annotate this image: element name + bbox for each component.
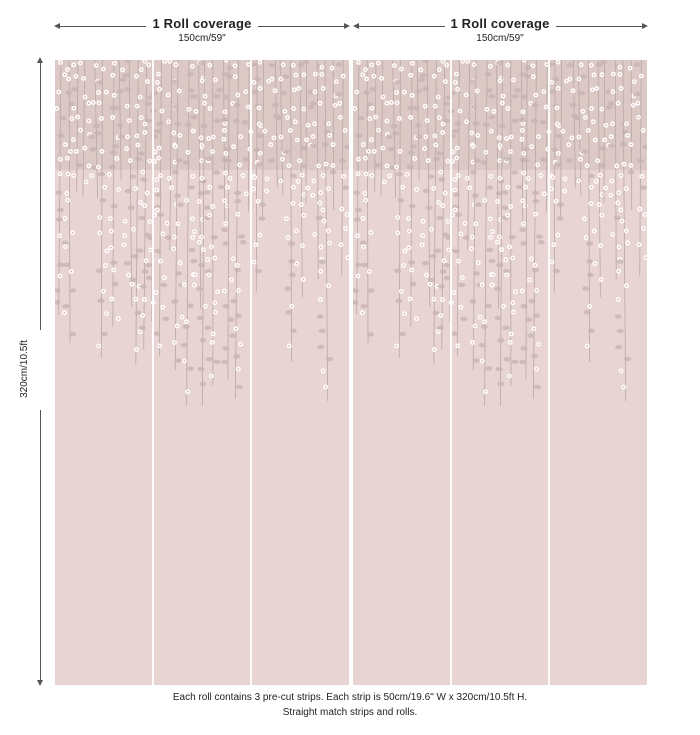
height-line-bottom — [40, 410, 41, 682]
height-line-top — [40, 62, 41, 330]
strip-divider — [450, 60, 452, 685]
strip-divider — [250, 60, 252, 685]
roll-2-width-line-right — [556, 26, 644, 27]
roll-2-width-line-left — [357, 26, 445, 27]
arrow-right-icon — [642, 23, 648, 29]
blossom-pattern-image — [353, 60, 647, 406]
strip-divider — [548, 60, 550, 685]
roll-2-width: 150cm/59" — [476, 33, 524, 44]
arrow-up-icon — [37, 57, 43, 63]
caption-line-2: Straight match strips and rolls. — [282, 707, 418, 718]
arrow-down-icon — [37, 680, 43, 686]
roll-1-width-line-left — [58, 26, 146, 27]
arrow-right-icon — [344, 23, 350, 29]
roll-1-width-line-right — [258, 26, 346, 27]
caption-line-1: Each roll contains 3 pre-cut strips. Eac… — [172, 692, 528, 703]
arrow-left-icon — [54, 23, 60, 29]
roll-1-width: 150cm/59" — [178, 33, 226, 44]
roll-2-title: 1 Roll coverage — [450, 16, 550, 31]
arrow-left-icon — [353, 23, 359, 29]
roll-2-label: 1 Roll coverage 150cm/59" — [353, 16, 647, 50]
height-label: 320cm/10.5ft — [19, 340, 30, 398]
roll-1-panel — [55, 60, 349, 685]
strip-divider — [152, 60, 154, 685]
roll-1-title: 1 Roll coverage — [152, 16, 252, 31]
blossom-pattern-image — [55, 60, 349, 406]
roll-1-label: 1 Roll coverage 150cm/59" — [55, 16, 349, 50]
roll-2-panel — [353, 60, 647, 685]
